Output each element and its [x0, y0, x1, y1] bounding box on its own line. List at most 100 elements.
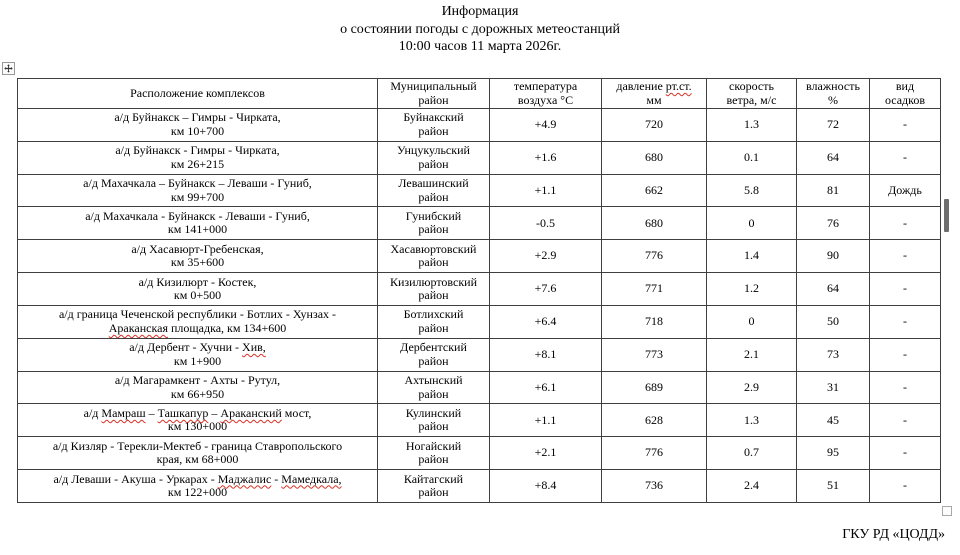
table-row: а/д Буйнакск - Гимры - Чирката, км 26+21…: [17, 140, 941, 175]
cell-location: а/д Дербент - Хучни - Хив, км 1+900: [17, 337, 378, 372]
cell-precipitation: -: [869, 403, 941, 438]
cell-temperature: +4.9: [489, 108, 602, 142]
cell-pressure: 680: [601, 140, 707, 175]
district-word: район: [418, 452, 449, 467]
table-row: а/д Буйнакск – Гимры - Чирката, км 10+70…: [17, 108, 941, 142]
cell-pressure: 773: [601, 337, 707, 372]
header-temperature-line1: температура: [513, 79, 578, 93]
district-word: район: [418, 288, 449, 303]
location-road: а/д Леваши - Акуша - Уркарах - Маджалис …: [53, 471, 342, 486]
cell-district: Буйнакский район: [377, 108, 490, 142]
header-precipitation-line2: осадков: [884, 92, 926, 107]
cell-humidity: 64: [796, 140, 870, 175]
spellcheck-underline: Мамраш: [101, 405, 146, 420]
cell-wind: 0.7: [706, 436, 797, 471]
cell-location: а/д Буйнакск - Гимры - Чирката, км 26+21…: [17, 140, 378, 175]
table-row: а/д Магарамкент - Ахты - Рутул, км 66+95…: [17, 370, 941, 405]
cell-district: Левашинский район: [377, 173, 490, 208]
cell-temperature: +6.1: [489, 370, 602, 405]
header-temperature-line2: воздуха °С: [517, 92, 574, 107]
district-name: Хасавюртовский: [390, 241, 477, 256]
cell-location: а/д Магарамкент - Ахты - Рутул, км 66+95…: [17, 370, 378, 405]
cell-precipitation: -: [869, 337, 941, 372]
table-header-row: Расположение комплексов Муниципальный ра…: [17, 78, 941, 109]
cell-temperature: +1.1: [489, 403, 602, 438]
cell-location: а/д Хасавюрт-Гребенская, км 35+600: [17, 239, 378, 274]
cell-location: а/д Кизилюрт - Костек, км 0+500: [17, 272, 378, 306]
district-name: Дербентский: [400, 340, 467, 355]
cell-district: Ботлихский район: [377, 304, 490, 339]
location-road: а/д Буйнакск – Гимры - Чирката,: [114, 110, 281, 125]
cell-district: Ногайский район: [377, 436, 490, 471]
district-name: Кулинский: [405, 405, 462, 420]
cell-humidity: 64: [796, 272, 870, 306]
cell-wind: 2.4: [706, 469, 797, 503]
cell-temperature: +6.4: [489, 304, 602, 339]
location-road: а/д Дербент - Хучни - Хив,: [129, 340, 266, 355]
cell-humidity: 73: [796, 337, 870, 372]
district-word: район: [418, 255, 449, 270]
table-row: а/д Дербент - Хучни - Хив, км 1+900 Дерб…: [17, 337, 941, 372]
cell-wind: 1.2: [706, 272, 797, 306]
cell-district: Кулинский район: [377, 403, 490, 438]
cell-humidity: 81: [796, 173, 870, 208]
cell-district: Кизилюртовский район: [377, 272, 490, 306]
cell-district: Ахтынский район: [377, 370, 490, 405]
weather-stations-table: Расположение комплексов Муниципальный ра…: [17, 78, 941, 503]
cell-location: а/д Махачкала – Буйнакск – Леваши - Гуни…: [17, 173, 378, 208]
district-word: район: [418, 419, 449, 434]
cell-pressure: 662: [601, 173, 707, 208]
district-name: Унцукульский: [397, 143, 470, 158]
district-word: район: [418, 222, 449, 237]
cell-location: а/д Буйнакск – Гимры - Чирката, км 10+70…: [17, 108, 378, 142]
cell-pressure: 776: [601, 436, 707, 471]
cell-wind: 2.9: [706, 370, 797, 405]
cell-precipitation: -: [869, 206, 941, 241]
spellcheck-underline: Хив,: [242, 340, 266, 355]
location-km: км 10+700: [170, 123, 225, 138]
table-row: а/д граница Чеченской республики - Ботли…: [17, 304, 941, 339]
cell-pressure: 771: [601, 272, 707, 306]
cell-pressure: 680: [601, 206, 707, 241]
cell-district: Унцукульский район: [377, 140, 490, 175]
cell-district: Дербентский район: [377, 337, 490, 372]
table-row: а/д Хасавюрт-Гребенская, км 35+600 Хасав…: [17, 239, 941, 274]
header-wind: скорость ветра, м/с: [706, 78, 797, 109]
table-row: а/д Махачкала – Буйнакск – Леваши - Гуни…: [17, 173, 941, 208]
location-km: км 141+000: [167, 222, 228, 237]
cell-precipitation: -: [869, 304, 941, 339]
table-move-handle[interactable]: [2, 62, 15, 75]
header-humidity-line1: влажность: [806, 79, 860, 93]
cell-wind: 1.4: [706, 239, 797, 274]
location-road: а/д граница Чеченской республики - Ботли…: [58, 307, 337, 322]
cell-pressure: 776: [601, 239, 707, 274]
cell-pressure: 689: [601, 370, 707, 405]
table-body: а/д Буйнакск – Гимры - Чирката, км 10+70…: [17, 108, 941, 503]
district-word: район: [418, 353, 449, 368]
location-km: км 66+950: [170, 386, 225, 401]
district-name: Буйнакский: [403, 110, 464, 125]
cell-location: а/д Леваши - Акуша - Уркарах - Маджалис …: [17, 469, 378, 503]
spellcheck-underline: Мамедкала,: [281, 471, 342, 486]
header-location: Расположение комплексов: [17, 78, 378, 109]
header-pressure-line2: мм: [646, 92, 662, 107]
cell-pressure: 720: [601, 108, 707, 142]
table-row: а/д Кизилюрт - Костек, км 0+500 Кизилюрт…: [17, 272, 941, 306]
cell-location: а/д граница Чеченской республики - Ботли…: [17, 304, 378, 339]
cell-humidity: 90: [796, 239, 870, 274]
table-resize-handle[interactable]: [942, 506, 952, 516]
district-name: Ботлихский: [403, 307, 464, 322]
cell-humidity: 51: [796, 469, 870, 503]
header-pressure-line1: давление рт.ст.: [616, 79, 692, 93]
spellcheck-underline: Маджалис: [217, 471, 272, 486]
location-road: а/д Хасавюрт-Гребенская,: [131, 241, 264, 256]
cell-humidity: 50: [796, 304, 870, 339]
district-word: район: [418, 386, 449, 401]
cell-wind: 0: [706, 304, 797, 339]
scrollbar-thumb[interactable]: [944, 199, 949, 232]
table-row: а/д Кизляр - Терекли-Мектеб - граница Ст…: [17, 436, 941, 471]
header-humidity-line2: %: [828, 92, 838, 107]
table-row: а/д Леваши - Акуша - Уркарах - Маджалис …: [17, 469, 941, 503]
cell-temperature: +8.1: [489, 337, 602, 372]
location-km: км 26+215: [170, 156, 225, 171]
